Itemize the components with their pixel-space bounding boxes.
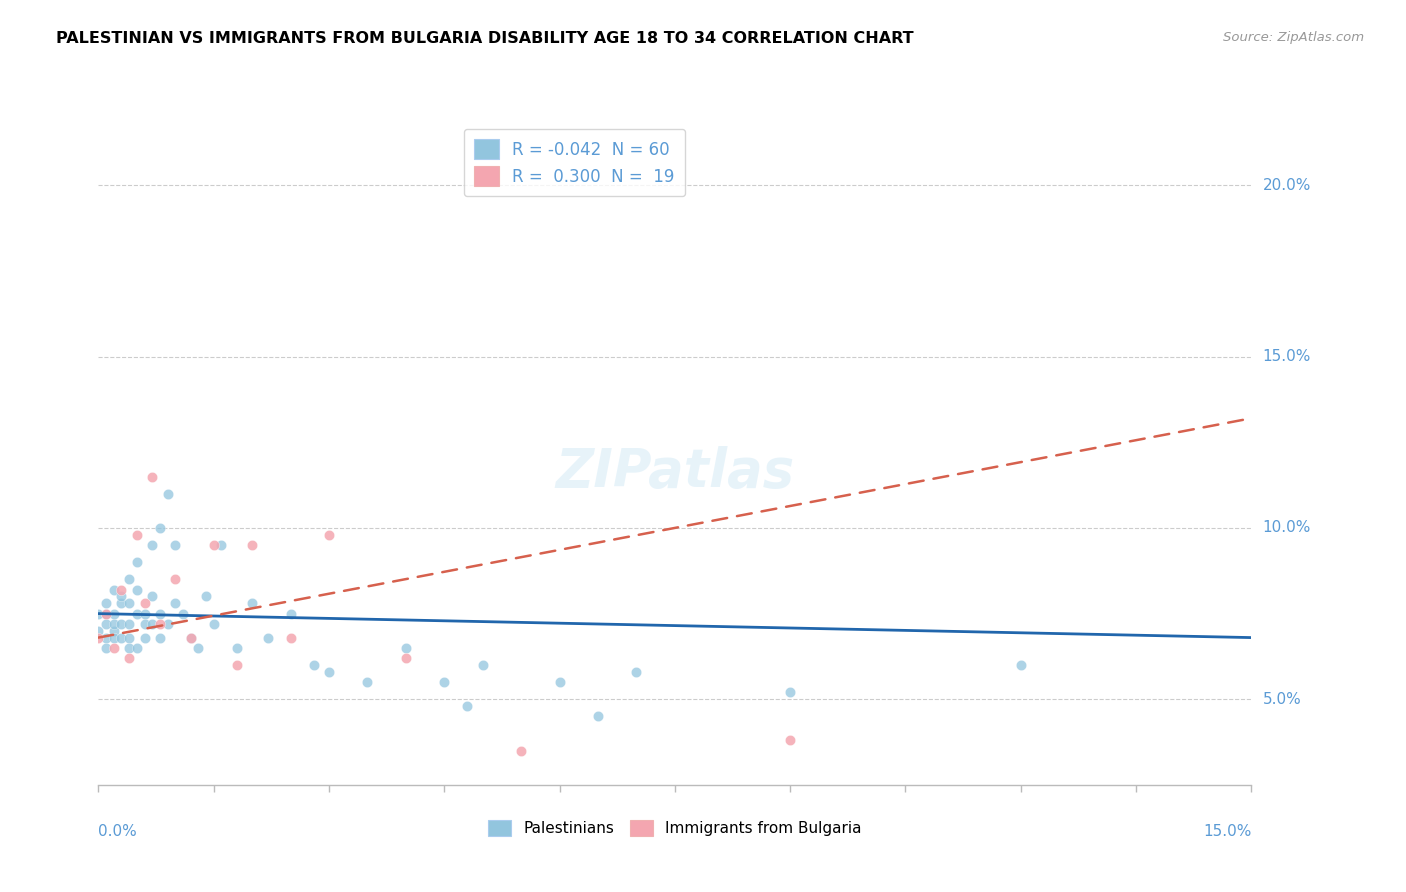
Point xyxy=(110,616,132,631)
Point xyxy=(87,624,110,638)
Point xyxy=(356,675,378,690)
Point xyxy=(103,640,125,655)
Point xyxy=(118,631,141,645)
Point xyxy=(118,651,141,665)
Point xyxy=(395,651,418,665)
Point xyxy=(156,616,179,631)
Text: 0.0%: 0.0% xyxy=(98,824,138,838)
Point xyxy=(510,744,533,758)
Point xyxy=(180,631,202,645)
Point xyxy=(280,607,302,621)
Point xyxy=(87,607,110,621)
Point xyxy=(125,528,148,542)
Point xyxy=(118,596,141,610)
Point xyxy=(180,631,202,645)
Point xyxy=(225,658,247,673)
Point xyxy=(172,607,194,621)
Point xyxy=(165,596,187,610)
Point xyxy=(103,624,125,638)
Point xyxy=(94,631,117,645)
Point xyxy=(240,538,263,552)
Point xyxy=(103,616,125,631)
Point xyxy=(125,607,148,621)
Point xyxy=(156,486,179,500)
Point xyxy=(202,538,225,552)
Point xyxy=(149,631,172,645)
Point xyxy=(94,640,117,655)
Point xyxy=(141,469,163,483)
Point xyxy=(103,582,125,597)
Text: 15.0%: 15.0% xyxy=(1263,349,1310,364)
Point xyxy=(94,596,117,610)
Point xyxy=(94,616,117,631)
Point xyxy=(318,528,340,542)
Point xyxy=(94,607,117,621)
Point xyxy=(110,582,132,597)
Point xyxy=(125,582,148,597)
Point xyxy=(141,616,163,631)
Point xyxy=(280,631,302,645)
Point xyxy=(256,631,278,645)
Point xyxy=(134,631,156,645)
Point xyxy=(195,590,218,604)
Point xyxy=(149,521,172,535)
Point xyxy=(94,607,117,621)
Point xyxy=(118,572,141,586)
Point xyxy=(141,590,163,604)
Point xyxy=(149,616,172,631)
Point xyxy=(626,665,648,679)
Point xyxy=(165,572,187,586)
Text: 10.0%: 10.0% xyxy=(1263,520,1310,535)
Point xyxy=(586,709,609,723)
Point xyxy=(165,538,187,552)
Point xyxy=(141,538,163,552)
Point xyxy=(125,640,148,655)
Point xyxy=(395,640,418,655)
Text: 15.0%: 15.0% xyxy=(1204,824,1251,838)
Point xyxy=(302,658,325,673)
Point xyxy=(779,685,801,699)
Point xyxy=(1010,658,1032,673)
Point xyxy=(318,665,340,679)
Point xyxy=(149,607,172,621)
Point xyxy=(110,590,132,604)
Point xyxy=(209,538,232,552)
Text: ZIPatlas: ZIPatlas xyxy=(555,446,794,499)
Point xyxy=(225,640,247,655)
Point xyxy=(471,658,494,673)
Point xyxy=(125,555,148,569)
Point xyxy=(187,640,209,655)
Text: 5.0%: 5.0% xyxy=(1263,692,1301,706)
Point xyxy=(456,699,478,714)
Point xyxy=(134,596,156,610)
Text: Source: ZipAtlas.com: Source: ZipAtlas.com xyxy=(1223,31,1364,45)
Point xyxy=(202,616,225,631)
Point xyxy=(103,631,125,645)
Point xyxy=(87,631,110,645)
Legend: Palestinians, Immigrants from Bulgaria: Palestinians, Immigrants from Bulgaria xyxy=(482,814,868,842)
Point xyxy=(134,616,156,631)
Point xyxy=(134,607,156,621)
Point xyxy=(548,675,571,690)
Point xyxy=(240,596,263,610)
Point xyxy=(433,675,456,690)
Point xyxy=(118,640,141,655)
Point xyxy=(103,607,125,621)
Point xyxy=(110,631,132,645)
Text: 20.0%: 20.0% xyxy=(1263,178,1310,193)
Point xyxy=(110,596,132,610)
Text: PALESTINIAN VS IMMIGRANTS FROM BULGARIA DISABILITY AGE 18 TO 34 CORRELATION CHAR: PALESTINIAN VS IMMIGRANTS FROM BULGARIA … xyxy=(56,31,914,46)
Point xyxy=(779,733,801,747)
Point xyxy=(118,616,141,631)
